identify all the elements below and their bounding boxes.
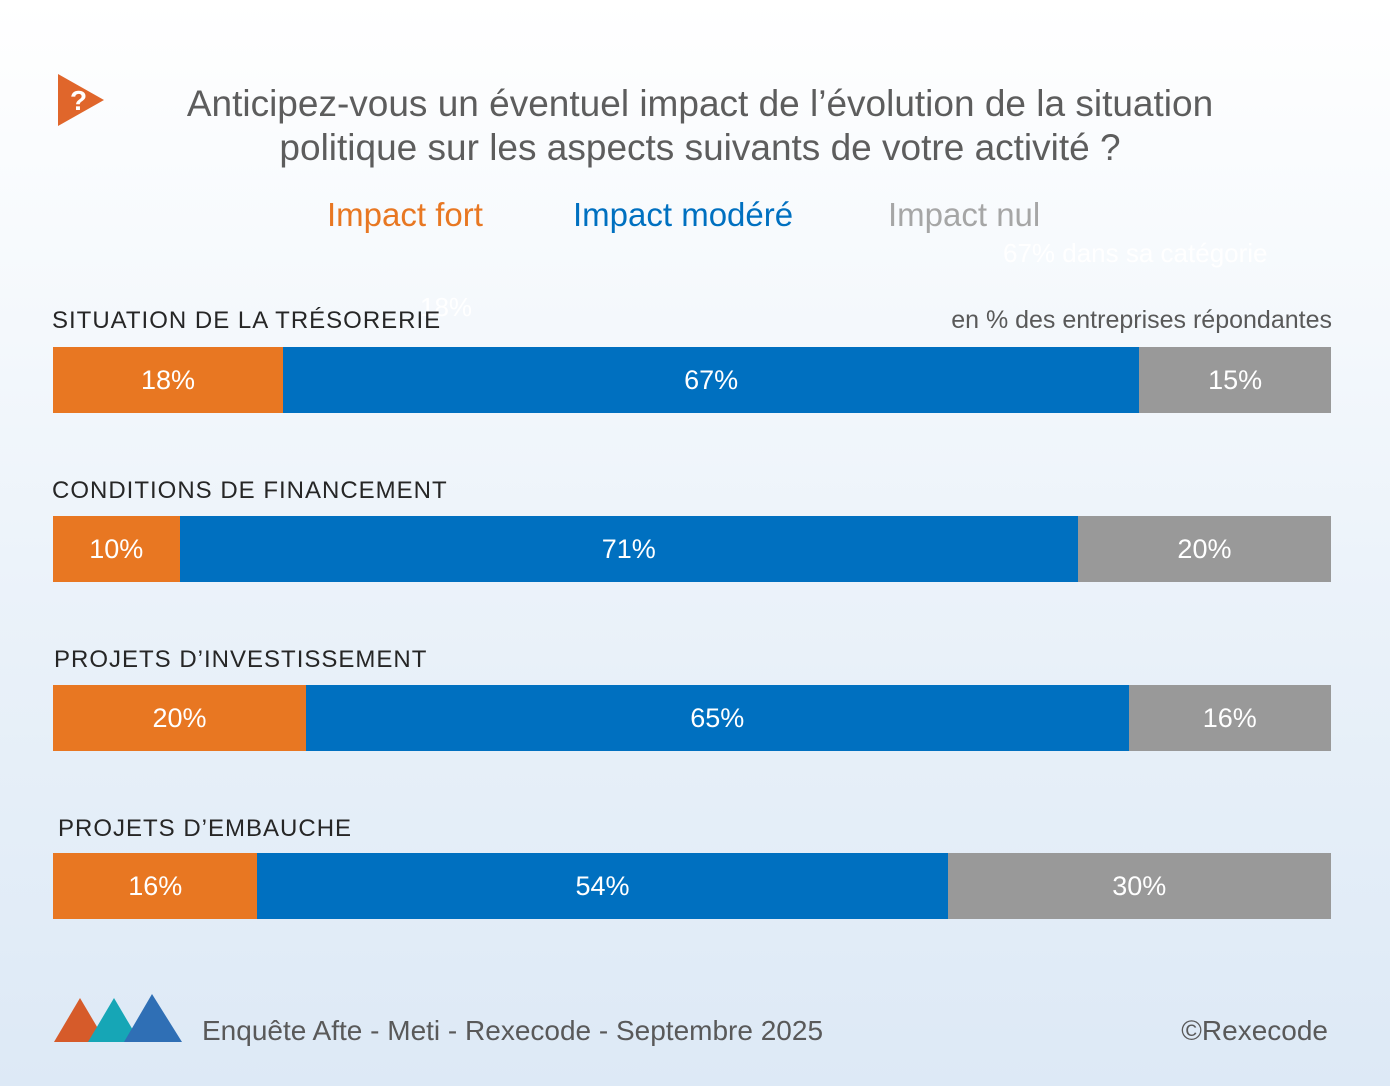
bar-value-label: 20% <box>1177 533 1232 564</box>
category-label: PROJETS D’EMBAUCHE <box>58 815 353 842</box>
legend-impact-nul: Impact nul <box>888 196 1041 233</box>
stacked-bar: 10% 71% 20% <box>53 516 1331 582</box>
bar-value-label: 65% <box>690 702 745 733</box>
category-label: PROJETS D’INVESTISSEMENT <box>54 646 428 673</box>
stacked-bar: 18% 67% 15% <box>53 347 1331 413</box>
bar-value-label: 16% <box>1202 702 1257 733</box>
bar-segment-impact-modere: 65% <box>306 685 1129 751</box>
bar-segment-impact-modere: 71% <box>179 516 1078 582</box>
chart-title-line1: Anticipez-vous un éventuel impact de l’é… <box>186 83 1214 124</box>
category-label: CONDITIONS DE FINANCEMENT <box>52 477 448 504</box>
question-icon-glyph: ? <box>70 85 87 116</box>
bar-segment-impact-modere: 67% <box>283 347 1140 413</box>
footer-copyright: ©Rexecode <box>1181 1015 1328 1046</box>
bar-segment-impact-fort: 18% <box>53 347 284 413</box>
bar-segment-impact-modere: 54% <box>257 853 948 919</box>
stacked-bar: 16% 54% 30% <box>53 853 1331 919</box>
unit-note: en % des entreprises répondantes <box>951 306 1332 334</box>
question-icon: ? <box>58 74 104 126</box>
legend-impact-fort: Impact fort <box>327 196 483 233</box>
stacked-bar: 20% 65% 16% <box>53 685 1331 751</box>
bar-segment-impact-nul: 20% <box>1077 516 1331 582</box>
bar-value-label: 16% <box>128 870 183 901</box>
footer-source: Enquête Afte - Meti - Rexecode - Septemb… <box>202 1015 824 1046</box>
bar-value-label: 18% <box>140 364 196 395</box>
chart-title: Anticipez-vous un éventuel impact de l’é… <box>100 82 1300 170</box>
category-label: SITUATION DE LA TRÉSORERIE <box>52 307 442 334</box>
ghost-tooltip-text: 67% dans sa catégorie <box>1003 238 1268 268</box>
bar-segment-impact-fort: 20% <box>53 685 307 751</box>
bar-value-label: 20% <box>152 702 207 733</box>
legend-impact-modere: Impact modéré <box>573 196 794 233</box>
bar-value-label: 30% <box>1112 870 1167 901</box>
bar-segment-impact-nul: 16% <box>1128 685 1331 751</box>
bar-segment-impact-nul: 15% <box>1139 347 1331 413</box>
bar-segment-impact-nul: 30% <box>947 853 1331 919</box>
bar-value-label: 15% <box>1208 364 1263 395</box>
ghost-value-text: 18% <box>420 292 473 322</box>
bar-segment-impact-fort: 16% <box>53 853 258 919</box>
rexecode-logo-icon <box>54 994 182 1042</box>
bar-segment-impact-fort: 10% <box>53 516 180 582</box>
bar-value-label: 71% <box>601 533 656 564</box>
bar-value-label: 67% <box>684 364 739 395</box>
bar-value-label: 10% <box>89 533 144 564</box>
bar-value-label: 54% <box>575 870 630 901</box>
chart-title-line2: politique sur les aspects suivants de vo… <box>279 127 1121 168</box>
